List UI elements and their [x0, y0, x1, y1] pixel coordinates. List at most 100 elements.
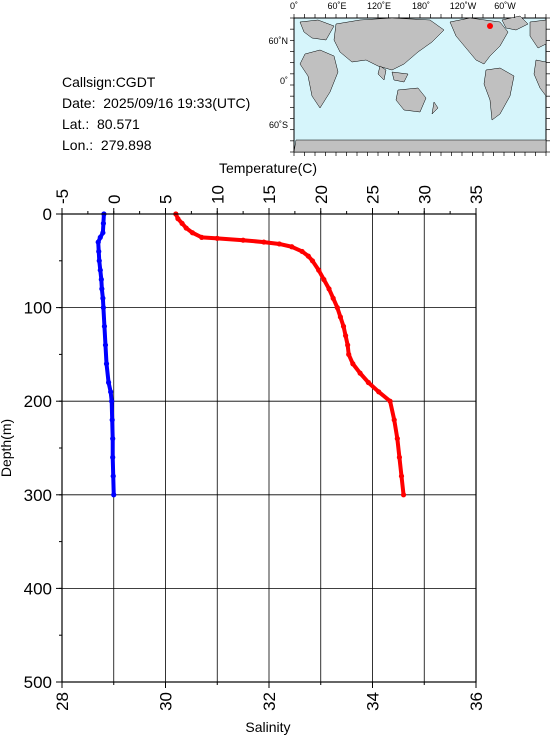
map-land — [293, 15, 547, 153]
temperature-data-point — [316, 267, 322, 273]
salinity-profile-line — [96, 213, 116, 495]
salinity-data-point — [99, 286, 105, 292]
land-shape — [333, 17, 445, 71]
depth-tick-label: 200 — [24, 392, 52, 411]
top-tick-label: 35 — [467, 185, 486, 204]
map-lon-label: 0˚ — [290, 1, 298, 11]
salinity-data-point — [97, 234, 103, 240]
bottom-tick-label: 34 — [364, 692, 383, 711]
salinity-data-point — [100, 295, 106, 301]
top-axis-title: Temperature(C) — [219, 160, 317, 176]
bottom-tick-label: 30 — [157, 692, 176, 711]
temperature-data-point — [345, 342, 351, 348]
temperature-data-point — [321, 276, 327, 283]
top-tick-label: 0 — [105, 195, 124, 204]
temperature-data-point — [299, 248, 305, 255]
temperature-data-point — [175, 216, 181, 222]
salinity-data-point — [97, 267, 103, 273]
salinity-data-point — [110, 454, 116, 460]
map-tick-marks — [290, 14, 550, 156]
bottom-tick-label: 32 — [260, 692, 279, 711]
temperature-data-point — [334, 305, 340, 311]
salinity-data-point — [96, 248, 102, 255]
temperature-data-point — [400, 492, 407, 498]
temperature-data-point — [365, 379, 371, 386]
temperature-data-point — [330, 295, 336, 301]
salinity-data-point — [105, 379, 112, 386]
salinity-data-point — [95, 239, 101, 245]
world-map-inset: 0˚ 60˚E 120˚E 180˚ 120˚W 60˚W 60˚N 0˚ 60… — [268, 1, 550, 156]
temperature-data-point — [289, 244, 295, 250]
salinity-data-point — [110, 473, 116, 479]
map-lon-label: 180˚ — [412, 1, 430, 11]
temperature-data-point — [240, 237, 246, 243]
temperature-data-point — [261, 239, 267, 245]
temperature-data-point — [337, 314, 344, 320]
map-lat-label: 60˚S — [269, 120, 288, 130]
land-shape — [529, 19, 547, 49]
top-tick-label: 5 — [157, 195, 176, 204]
land-shape — [501, 15, 529, 31]
temperature-data-point — [199, 234, 205, 240]
map-lon-label: 60˚W — [494, 1, 516, 11]
float-location-marker — [487, 23, 493, 29]
temperature-data-point — [398, 473, 405, 479]
temperature-data-point — [179, 220, 185, 226]
land-shape — [299, 19, 335, 41]
land-shape — [483, 67, 515, 121]
salinity-data-point — [102, 342, 109, 348]
temperature-data-point — [309, 258, 316, 264]
latitude-label: Lat.: 80.571 — [62, 116, 140, 132]
top-tick-label: -5 — [53, 189, 72, 204]
top-tick-label: 25 — [364, 185, 383, 204]
salinity-data-point — [110, 436, 116, 442]
temperature-profile-line — [174, 213, 406, 496]
depth-tick-label: 500 — [24, 673, 52, 692]
map-lat-label: 0˚ — [280, 76, 288, 86]
date-label: Date: 2025/09/16 19:33(UTC) — [62, 95, 251, 111]
temperature-data-point — [346, 351, 352, 357]
temperature-data-point — [305, 253, 311, 259]
series-layer — [95, 211, 407, 498]
salinity-data-point — [100, 220, 106, 226]
plot-grid — [61, 213, 477, 683]
salinity-data-point — [111, 492, 117, 498]
bottom-tick-label: 28 — [53, 692, 72, 711]
callsign-label: Callsign:CGDT — [62, 74, 156, 90]
salinity-data-point — [96, 258, 102, 264]
temperature-data-point — [326, 286, 332, 292]
top-tick-label: 30 — [415, 185, 434, 204]
salinity-data-point — [100, 230, 106, 236]
temperature-data-point — [357, 370, 363, 376]
temperature-data-point — [214, 235, 220, 241]
land-shape — [449, 17, 509, 65]
salinity-data-point — [100, 305, 106, 311]
depth-tick-label: 0 — [43, 205, 52, 224]
temperature-data-point — [340, 323, 347, 329]
top-tick-label: 20 — [312, 185, 331, 204]
salinity-data-point — [109, 398, 115, 404]
depth-tick-label: 100 — [24, 299, 52, 318]
y-axis-title: Depth(m) — [0, 419, 14, 477]
land-shape — [299, 49, 339, 109]
temperature-data-point — [350, 361, 356, 367]
land-shape — [391, 71, 409, 83]
temperature-data-point — [342, 333, 349, 339]
salinity-data-point — [109, 417, 115, 423]
temperature-data-point — [276, 241, 282, 247]
salinity-data-point — [108, 389, 114, 395]
map-lon-label: 120˚W — [450, 1, 477, 11]
salinity-data-point — [103, 361, 110, 367]
bottom-tick-label: 36 — [467, 692, 486, 711]
bottom-axis-title: Salinity — [245, 719, 290, 735]
temperature-data-point — [183, 225, 189, 231]
depth-tick-label: 300 — [24, 486, 52, 505]
depth-tick-label: 400 — [24, 579, 52, 598]
top-tick-label: 10 — [208, 185, 227, 204]
temperature-data-point — [376, 389, 382, 395]
land-shape — [377, 65, 387, 81]
temperature-data-point — [387, 398, 393, 404]
